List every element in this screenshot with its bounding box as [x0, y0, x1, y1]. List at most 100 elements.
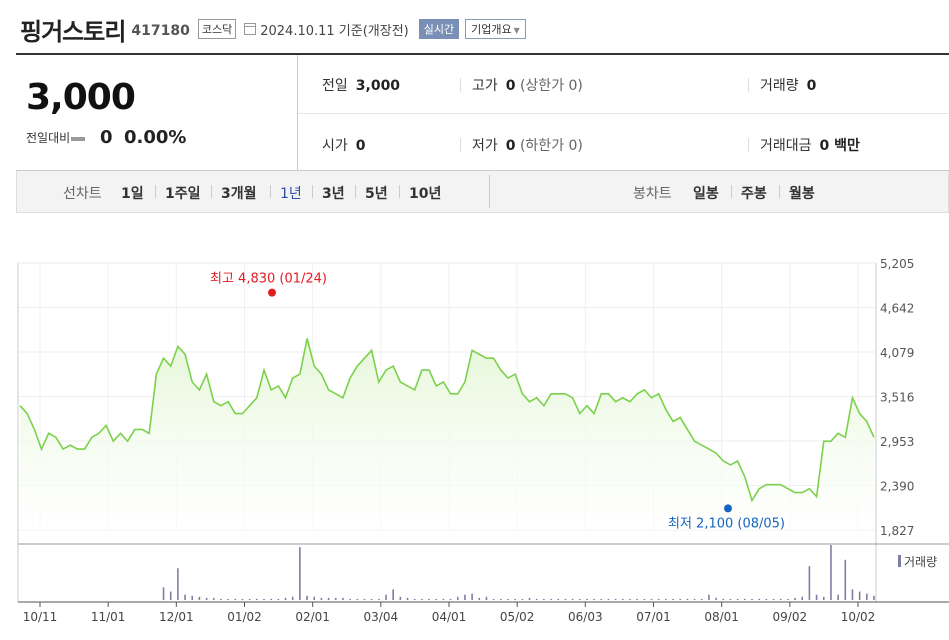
volume-bar — [873, 595, 875, 600]
volume-label: 거래량 — [760, 78, 799, 94]
low-marker-dot — [724, 504, 732, 513]
low-cell: 저가 0 (하한가 0) — [472, 135, 583, 155]
candle-weekly[interactable]: 주봉 — [741, 186, 767, 202]
volume-bar — [306, 595, 308, 600]
volume-bar — [822, 596, 825, 600]
volume-bar — [535, 598, 538, 600]
period-1y[interactable]: 1년 — [280, 186, 302, 202]
volume-bar — [356, 598, 359, 600]
y-tick-label: 4,642 — [880, 302, 914, 316]
volume-legend-label: 거래량 — [904, 555, 937, 569]
volume-bar — [392, 589, 394, 600]
amount-label: 거래대금 — [760, 138, 812, 154]
prev-close-value: 3,000 — [355, 78, 401, 94]
price-area-fill — [20, 338, 874, 530]
divider — [731, 185, 732, 198]
market-badge: 코스닥 — [197, 19, 237, 39]
volume-bar — [385, 594, 387, 600]
volume-bar — [578, 598, 581, 600]
realtime-button[interactable]: 실시간 — [418, 19, 460, 39]
prev-close-label: 전일 — [322, 78, 348, 94]
company-overview-button[interactable]: 기업개요 ▼ — [465, 19, 526, 39]
volume-bar — [700, 598, 703, 600]
volume-bar — [571, 598, 574, 600]
volume-bar — [291, 596, 294, 600]
volume-bar — [779, 598, 782, 600]
divider — [489, 175, 490, 208]
low-value: 0 — [505, 138, 516, 154]
row-divider — [298, 113, 949, 114]
volume-bar — [406, 597, 409, 600]
volume-cell: 거래량 0 — [760, 75, 816, 95]
volume-bar — [263, 598, 265, 600]
divider — [779, 185, 780, 198]
volume-bar — [622, 598, 624, 600]
volume-bar — [256, 598, 258, 600]
x-tick-label: 09/02 — [773, 610, 808, 624]
volume-bar — [320, 597, 323, 600]
volume-bar — [600, 598, 603, 600]
high-marker-dot — [268, 288, 276, 297]
volume-bar — [284, 597, 287, 600]
volume-bar — [801, 596, 804, 600]
volume-bar — [212, 597, 215, 600]
candle-daily[interactable]: 일봉 — [693, 186, 719, 202]
current-price-panel: 3,000 전일대비 0 0.00% — [16, 55, 298, 171]
high-cell: 고가 0 (상한가 0) — [472, 75, 583, 95]
period-10y[interactable]: 10년 — [409, 186, 442, 202]
x-tick-label: 05/02 — [500, 610, 535, 624]
volume-bar — [751, 598, 753, 600]
line-chart-label: 선차트 — [63, 186, 102, 202]
volume-bar — [313, 596, 316, 600]
volume-bar — [507, 598, 509, 600]
reference-date: 2024.10.11 기준(개장전) — [260, 23, 409, 39]
volume-bar — [543, 598, 545, 600]
candle-chart-label: 봉차트 — [633, 186, 672, 202]
period-1d[interactable]: 1일 — [121, 186, 144, 202]
volume-bar — [858, 591, 861, 600]
volume-bar — [220, 598, 222, 600]
volume-bar — [234, 598, 237, 600]
volume-bar — [550, 598, 552, 600]
volume-bar — [478, 597, 481, 600]
volume-bar — [471, 593, 473, 600]
volume-bar — [378, 598, 380, 600]
price-chart[interactable]: 5,205 4,642 4,079 3,516 2,953 2,390 1,827 최고 4,… — [0, 250, 949, 635]
volume-bar — [184, 594, 186, 600]
amount-cell: 거래대금 0 백만 — [760, 135, 860, 155]
y-tick-label: 5,205 — [880, 257, 914, 271]
low-marker-label: 최저 2,100 (08/05) — [668, 516, 785, 531]
volume-bar — [198, 596, 201, 600]
volume-bar — [277, 598, 280, 600]
low-label: 저가 — [472, 138, 498, 154]
volume-bar — [191, 595, 194, 600]
period-3y[interactable]: 3년 — [322, 186, 345, 202]
volume-bar — [428, 598, 430, 600]
open-cell: 시가 0 — [322, 135, 366, 155]
divider — [460, 138, 461, 152]
volume-bar — [787, 598, 789, 600]
stock-code: 417180 — [131, 23, 190, 39]
period-1w[interactable]: 1주일 — [165, 186, 201, 202]
change-value: 0 — [100, 127, 113, 148]
volume-bar — [492, 598, 495, 600]
volume-bar — [464, 594, 466, 600]
x-tick-label: 11/01 — [91, 610, 126, 624]
volume-bar — [442, 598, 445, 600]
candle-monthly[interactable]: 월봉 — [789, 186, 815, 202]
volume-bar — [830, 545, 832, 600]
volume-bar — [844, 559, 847, 600]
volume-bar — [270, 598, 272, 600]
volume-bar — [758, 598, 760, 600]
volume-bar — [679, 598, 682, 600]
divider — [748, 138, 749, 152]
volume-bar — [708, 594, 710, 600]
period-5y[interactable]: 5년 — [365, 186, 388, 202]
period-3m[interactable]: 3개월 — [221, 186, 257, 202]
stock-header: 핑거스토리 417180 코스닥 2024.10.11 기준(개장전) 실시간 … — [20, 12, 526, 46]
volume-bar — [299, 547, 301, 600]
volume-bar — [500, 598, 502, 600]
divider — [211, 185, 212, 198]
volume-value: 0 — [806, 78, 817, 94]
upper-limit: (상한가 0) — [519, 78, 583, 94]
